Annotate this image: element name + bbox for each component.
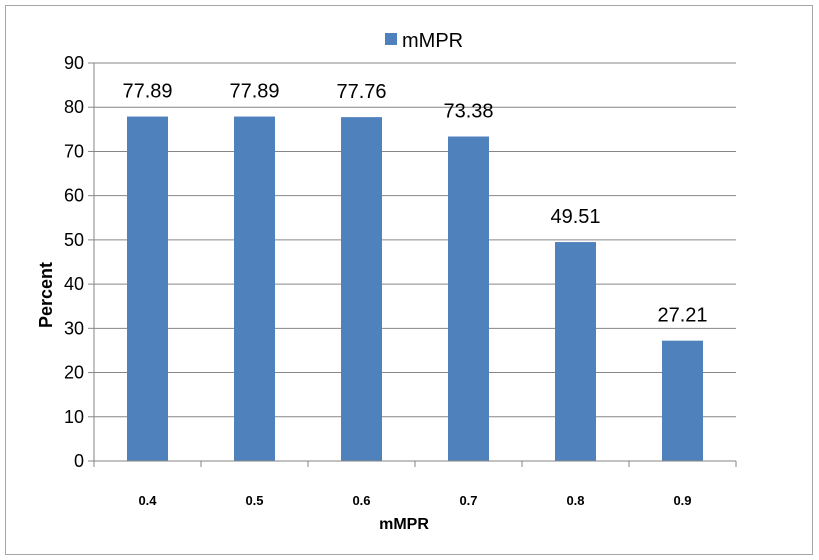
x-tick-label: 0.4 [138,493,157,508]
y-tick-label: 0 [74,451,84,471]
data-label: 77.76 [336,81,386,103]
x-axis-title: mMPR [379,516,429,533]
legend-label: mMPR [402,30,463,52]
y-tick-label: 10 [64,407,84,427]
x-tick-labels: 0.4 0.5 0.6 0.7 0.8 0.9 [138,493,691,508]
y-tick-labels: 0 10 20 30 40 50 60 70 80 90 [64,53,84,471]
x-tick-label: 0.8 [566,493,584,508]
y-tick-label: 80 [64,97,84,117]
data-labels: 77.89 77.89 77.76 73.38 49.51 27.21 [122,81,707,327]
y-tick-label: 20 [64,363,84,383]
gridlines [88,62,737,467]
bar-chart: 0 10 20 30 40 50 60 70 80 90 0.4 0.5 0.6 0.7 0.8 0.9 7… [36,30,737,533]
y-axis-title: Percent [36,262,56,328]
data-label: 77.89 [229,81,279,103]
y-tick-label: 50 [64,230,84,250]
y-tick-label: 60 [64,186,84,206]
data-label: 27.21 [657,305,707,327]
bar-0.8 [555,242,596,461]
data-label: 49.51 [550,206,600,228]
bar-0.9 [662,340,703,461]
x-tick-label: 0.6 [352,493,370,508]
x-tick-label: 0.9 [673,493,691,508]
bars [127,116,703,462]
y-tick-label: 40 [64,274,84,294]
bar-0.7 [448,136,489,462]
axes [93,63,736,462]
legend-swatch [385,33,397,45]
bar-0.4 [127,116,168,462]
y-tick-label: 30 [64,318,84,338]
data-label: 77.89 [122,81,172,103]
y-tick-label: 70 [64,141,84,161]
x-tick-label: 0.7 [459,493,477,508]
legend: mMPR [385,30,463,52]
bar-0.5 [234,116,275,462]
x-tick-label: 0.5 [245,493,263,508]
bar-0.6 [341,117,382,462]
chart-frame: 0 10 20 30 40 50 60 70 80 90 0.4 0.5 0.6 0.7 0.8 0.9 7… [5,5,813,555]
data-label: 73.38 [443,100,493,122]
y-tick-label: 90 [64,53,84,73]
